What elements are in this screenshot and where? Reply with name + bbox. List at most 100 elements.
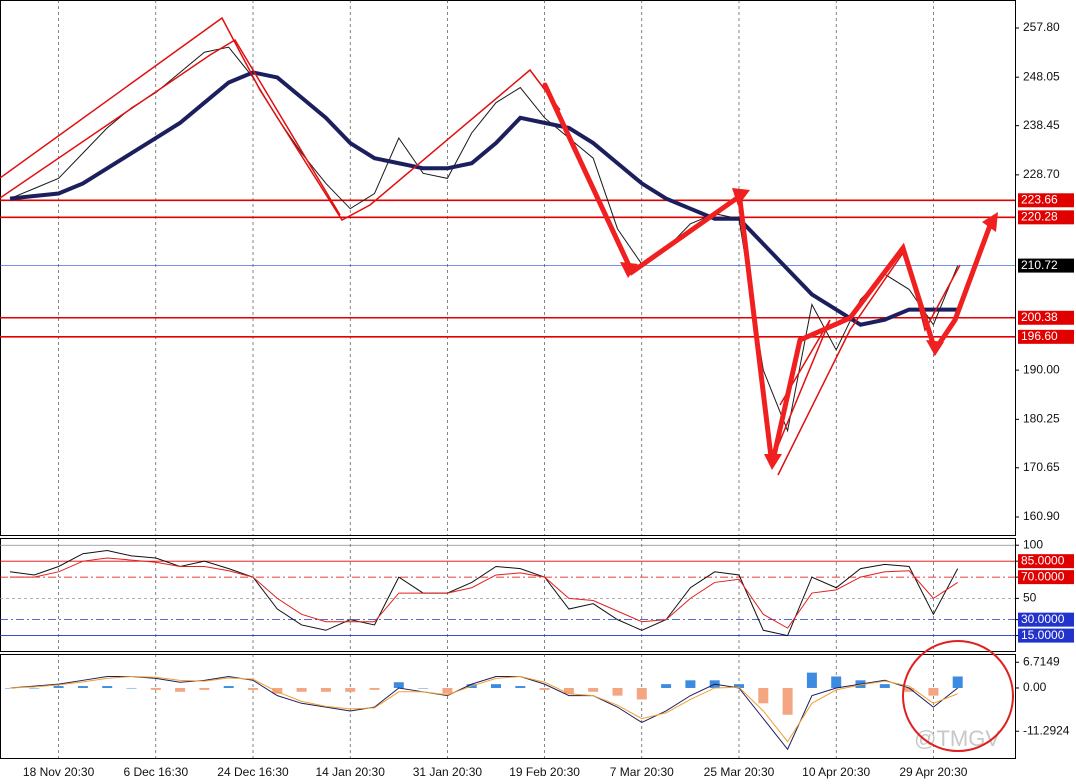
- x-tick-label: 10 Apr 20:30: [802, 765, 870, 779]
- histogram-bar: [952, 676, 963, 688]
- arrow-head: [926, 340, 944, 356]
- watermark: @TMGV: [914, 726, 1000, 751]
- x-tick-label: 14 Jan 20:30: [315, 765, 385, 779]
- arrow-head: [732, 188, 750, 206]
- panel-frame: [0, 538, 1016, 652]
- histogram-bar: [320, 687, 331, 692]
- series-line: [9, 675, 958, 743]
- histogram-bar: [223, 686, 234, 688]
- histogram-bar: [491, 684, 501, 688]
- histogram-bar: [539, 687, 550, 690]
- level-label: 210.72: [1021, 258, 1058, 272]
- histogram-bar: [102, 686, 113, 688]
- histogram-bar: [53, 686, 64, 688]
- highlight-circle: [902, 640, 1014, 752]
- y-tick-label: 15.0000: [1021, 628, 1065, 642]
- level-label: 196.60: [1021, 329, 1058, 343]
- x-tick-label: 31 Jan 20:30: [413, 765, 483, 779]
- histogram-bar: [515, 686, 526, 688]
- level-label-box: [1018, 628, 1074, 643]
- series-line: [10, 557, 958, 629]
- arrow-head: [982, 212, 998, 232]
- level-label-box: [1018, 193, 1074, 208]
- y-tick-label: 190.00: [1023, 362, 1060, 376]
- histogram-bar: [345, 687, 356, 692]
- level-label-box: [1018, 329, 1074, 344]
- arrow-path: [737, 197, 995, 466]
- histogram-bar: [563, 687, 574, 694]
- x-tick-label: 25 Mar 20:30: [704, 765, 775, 779]
- level-label-box: [1018, 310, 1074, 325]
- histogram-bar: [758, 687, 769, 704]
- y-tick-label: 70.0000: [1021, 569, 1065, 583]
- histogram-bar: [272, 687, 283, 694]
- histogram-bar: [369, 687, 380, 690]
- histogram-bar: [29, 687, 40, 689]
- axis-background: [1015, 0, 1076, 784]
- arrow-heads: [620, 188, 998, 470]
- y-tick-label: 30.0000: [1021, 612, 1065, 626]
- histogram-bar: [442, 687, 453, 694]
- histogram-bar: [734, 684, 744, 688]
- x-tick-label: 18 Nov 20:30: [23, 765, 95, 779]
- y-tick-label: 180.25: [1023, 412, 1060, 426]
- arrow-head: [764, 454, 782, 470]
- x-tick-label: 29 Apr 20:30: [899, 765, 967, 779]
- y-tick-label: -11.2924: [1023, 723, 1070, 737]
- histogram-bar: [782, 687, 793, 715]
- x-tick-label: 6 Dec 16:30: [123, 765, 188, 779]
- histogram-bar: [393, 682, 404, 688]
- histogram-bar: [175, 687, 186, 692]
- series-line: [9, 46, 959, 433]
- y-tick-label: 238.45: [1023, 118, 1060, 132]
- histogram-bar: [150, 687, 161, 690]
- level-label-box: [1018, 612, 1074, 627]
- y-tick-label: 0.00: [1023, 680, 1047, 694]
- y-tick-label: 85.0000: [1021, 553, 1065, 567]
- y-tick-label: 170.65: [1023, 460, 1060, 474]
- histogram-bar: [879, 684, 890, 688]
- channel-lines-drop: [769, 319, 831, 466]
- y-tick-label: 100: [1023, 537, 1043, 551]
- y-tick-label: 248.05: [1023, 69, 1060, 83]
- level-label-box: [1018, 554, 1074, 569]
- histogram-bar: [5, 687, 15, 689]
- x-tick-label: 24 Dec 16:30: [217, 765, 289, 779]
- histogram-bar: [588, 687, 599, 692]
- level-label: 220.28: [1021, 210, 1058, 224]
- y-tick-label: 50: [1023, 591, 1037, 605]
- y-tick-label: 228.70: [1023, 167, 1060, 181]
- channel-lines: [0, 16, 561, 221]
- y-tick-label: 257.80: [1023, 20, 1060, 34]
- level-label: 223.66: [1021, 192, 1058, 206]
- histogram-bar: [296, 687, 307, 692]
- histogram-bar: [77, 686, 88, 688]
- panel-frame: [0, 654, 1016, 759]
- histogram-bar: [806, 672, 817, 688]
- histogram-bar: [612, 687, 623, 696]
- level-label-box: [1018, 570, 1074, 585]
- x-tick-label: 7 Mar 20:30: [610, 765, 674, 779]
- y-tick-label: 160.90: [1023, 509, 1060, 523]
- histogram-bar: [928, 687, 939, 696]
- histogram-bar: [636, 687, 647, 700]
- histogram-bar: [685, 680, 696, 688]
- histogram-bar: [831, 676, 842, 688]
- series-line: [9, 550, 959, 637]
- series-line: [9, 70, 958, 327]
- histogram-bar: [661, 684, 672, 688]
- level-label-box: [1018, 258, 1074, 273]
- histogram-bar: [418, 687, 429, 689]
- panel-frame: [0, 0, 1016, 536]
- level-label: 200.38: [1021, 310, 1058, 324]
- histogram-bar: [248, 687, 258, 690]
- arrow-head: [620, 262, 638, 278]
- histogram-bar: [199, 687, 210, 690]
- histogram-bar: [126, 687, 137, 689]
- y-tick-label: 6.7149: [1023, 654, 1060, 668]
- channel-lines-lower: [0, 38, 341, 216]
- x-tick-label: 19 Feb 20:30: [509, 765, 580, 779]
